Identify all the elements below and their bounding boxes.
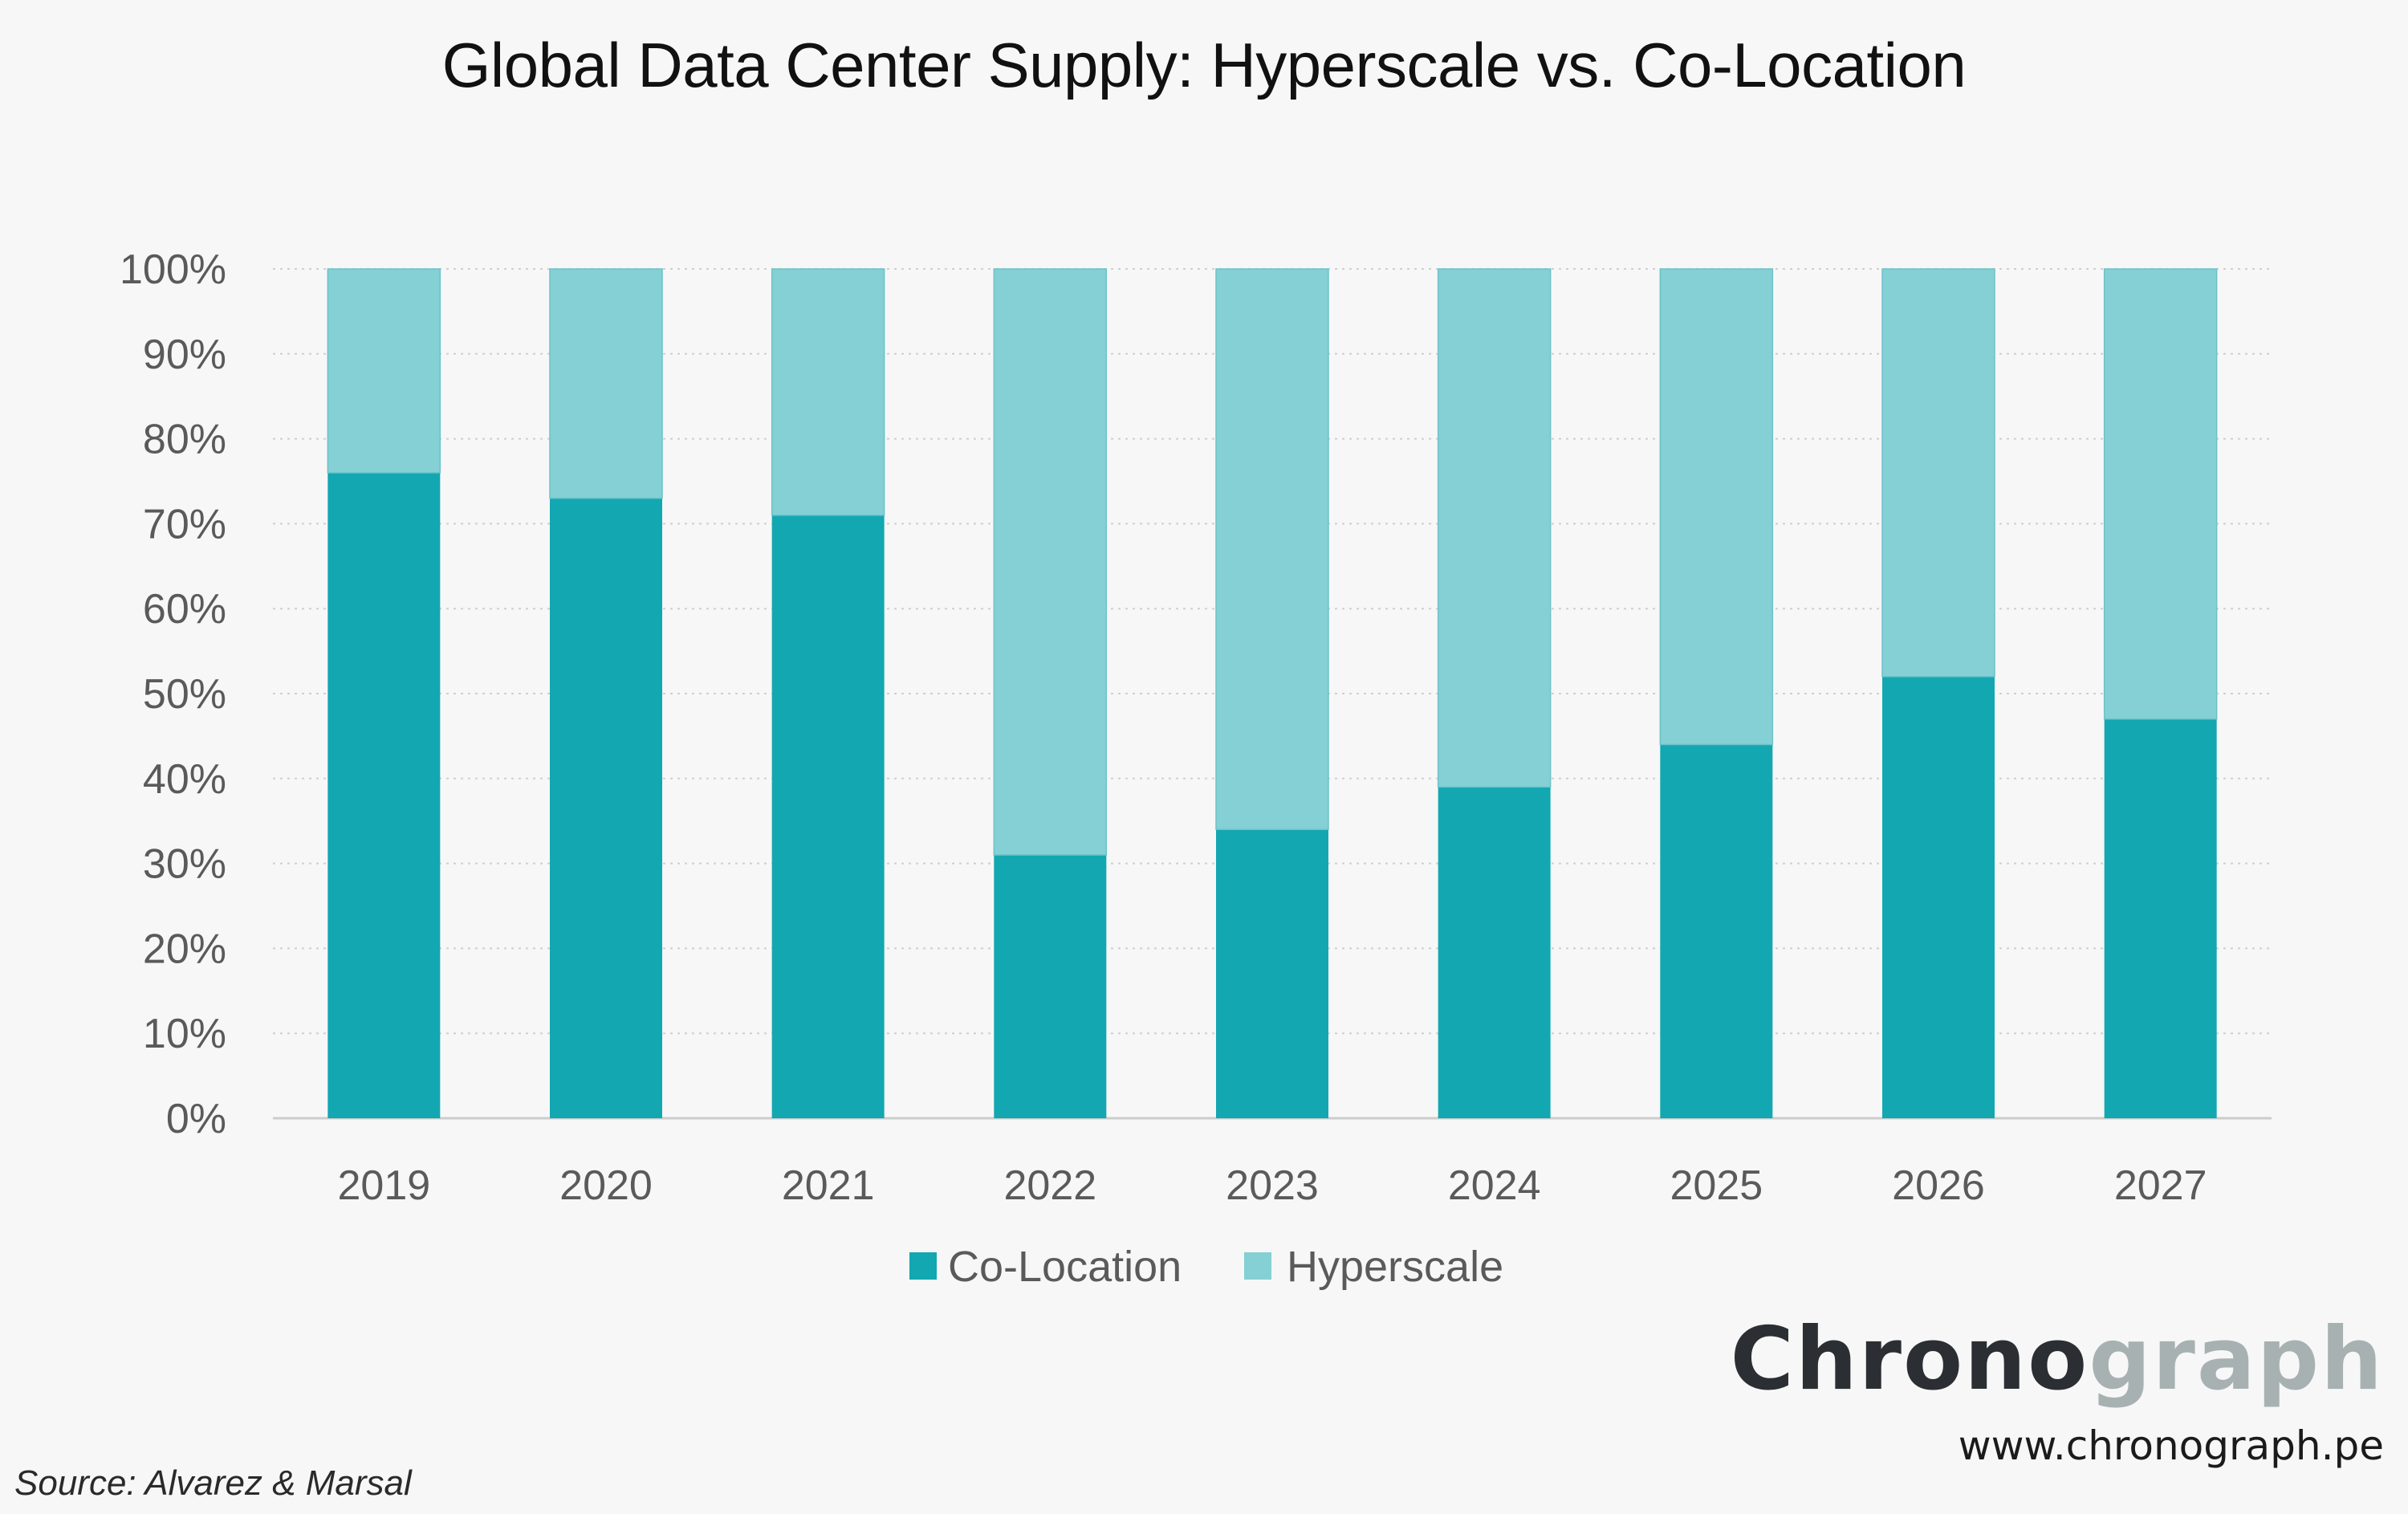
y-tick-label: 30%	[143, 841, 226, 888]
y-tick-label: 60%	[143, 586, 226, 633]
y-tick-label: 40%	[143, 756, 226, 803]
logo-text-light: graph	[2089, 1309, 2384, 1410]
x-tick-label: 2020	[559, 1162, 653, 1209]
bar-co-location-2020	[550, 498, 662, 1118]
bar-hyperscale-2024	[1437, 268, 1552, 788]
bar-co-location-2021	[771, 515, 885, 1118]
chronograph-logo: Chronograph	[1731, 1317, 2384, 1403]
y-tick-label: 90%	[143, 332, 226, 378]
legend: Co-Location Hyperscale	[909, 1243, 1503, 1291]
logo-text-dark: Chrono	[1730, 1309, 2089, 1410]
y-tick-label: 0%	[166, 1096, 226, 1142]
y-tick-label: 100%	[120, 246, 226, 293]
x-tick-label: 2026	[1892, 1162, 1985, 1209]
bar-hyperscale-2019	[327, 268, 441, 474]
bar-hyperscale-2027	[2103, 268, 2218, 720]
bar-co-location-2023	[1216, 829, 1328, 1118]
y-tick-label: 80%	[143, 417, 226, 463]
bar-co-location-2027	[2104, 718, 2217, 1118]
x-tick-label: 2022	[1003, 1162, 1096, 1209]
y-tick-label: 50%	[143, 671, 226, 718]
y-tick-label: 20%	[143, 926, 226, 972]
bar-co-location-2022	[994, 855, 1107, 1118]
bars	[327, 268, 2218, 1118]
legend-swatch-co-location	[909, 1252, 937, 1280]
x-tick-label: 2025	[1670, 1162, 1763, 1209]
bar-co-location-2025	[1660, 744, 1773, 1118]
stacked-bar-chart: 0%10%20%30%40%50%60%70%80%90%100% 2019 20…	[120, 246, 2272, 1291]
bar-hyperscale-2026	[1881, 268, 1995, 678]
x-tick-label: 2019	[337, 1162, 430, 1209]
legend-swatch-hyperscale	[1244, 1252, 1271, 1280]
bar-co-location-2019	[327, 472, 441, 1118]
x-axis-ticks: 2019 2020 2021 2022 2023 2024 2025 2026 2027	[337, 1162, 2207, 1209]
x-tick-label: 2027	[2114, 1162, 2207, 1209]
y-tick-label: 10%	[143, 1011, 226, 1057]
bar-hyperscale-2025	[1659, 268, 1774, 746]
bar-hyperscale-2023	[1215, 268, 1329, 831]
x-tick-label: 2024	[1448, 1162, 1541, 1209]
y-tick-label: 70%	[143, 501, 226, 547]
bar-hyperscale-2020	[549, 268, 663, 499]
bar-co-location-2024	[1438, 787, 1551, 1118]
y-axis-ticks: 0% 10% 20% 30% 40% 50% 60% 70% 80% 90% 100%	[120, 246, 226, 1142]
bar-hyperscale-2021	[771, 268, 885, 516]
x-tick-label: 2023	[1226, 1162, 1319, 1209]
chart-title: Global Data Center Supply: Hyperscale vs…	[441, 30, 1967, 100]
legend-label: Co-Location	[948, 1243, 1182, 1291]
legend-label: Hyperscale	[1287, 1243, 1503, 1291]
x-tick-label: 2021	[782, 1162, 875, 1209]
source-note: Source: Alvarez & Marsal	[14, 1463, 412, 1503]
bar-hyperscale-2022	[993, 268, 1108, 856]
website-url: www.chronograph.pe	[1958, 1422, 2384, 1469]
bar-co-location-2026	[1882, 676, 1995, 1118]
